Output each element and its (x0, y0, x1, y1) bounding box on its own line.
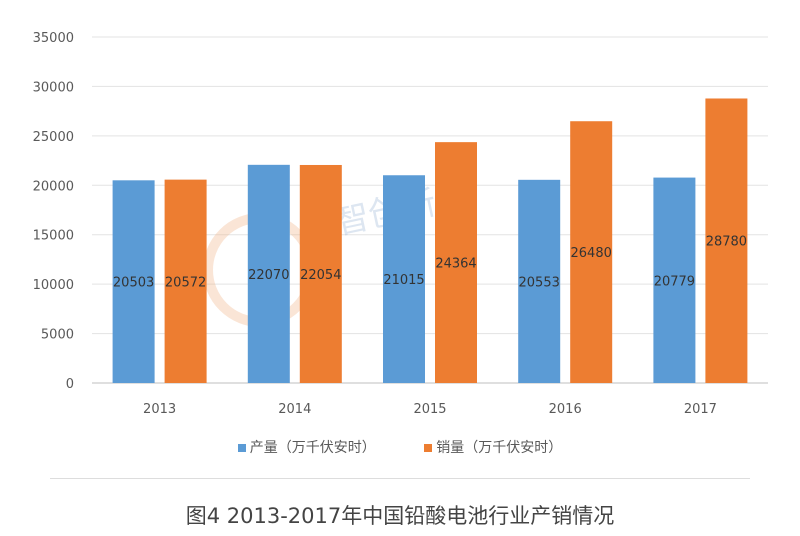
legend-swatch-production (237, 444, 246, 452)
y-tick-label: 35000 (33, 31, 74, 46)
y-tick-label: 25000 (33, 130, 74, 145)
x-tick-label: 2016 (549, 402, 582, 417)
legend-label-production: 产量（万千伏安时） (249, 440, 376, 456)
figure-caption: 图4 2013-2017年中国铅酸电池行业产销情况 (185, 504, 615, 528)
y-tick-label: 0 (66, 377, 74, 392)
bar-production-2013 (112, 180, 155, 383)
legend-item-sales: 销量（万千伏安时） (424, 440, 562, 456)
legend-label-sales: 销量（万千伏安时） (436, 440, 563, 456)
data-label: 20553 (519, 275, 560, 290)
y-tick-label: 10000 (33, 278, 74, 293)
bar-production-2017 (653, 177, 696, 383)
bar-production-2016 (518, 179, 561, 383)
x-tick-label: 2013 (143, 402, 176, 417)
data-label: 22070 (248, 268, 289, 283)
data-label: 20503 (113, 276, 154, 291)
bar-production-2014 (247, 164, 290, 383)
legend-item-production: 产量（万千伏安时） (237, 440, 376, 456)
bar-sales-2017 (705, 98, 748, 384)
divider (50, 478, 750, 479)
data-label: 22054 (300, 268, 341, 283)
bar-sales-2013 (164, 179, 207, 383)
bar-sales-2014 (299, 164, 342, 383)
x-tick-label: 2017 (684, 402, 717, 417)
bar-chart: 05000100001500020000250003000035000金智创新2… (33, 31, 768, 417)
y-tick-label: 20000 (33, 179, 74, 194)
bar-production-2015 (383, 175, 425, 383)
x-tick-label: 2014 (278, 402, 311, 417)
y-tick-label: 5000 (41, 328, 74, 343)
y-tick-label: 15000 (33, 229, 74, 244)
data-label: 21015 (383, 273, 424, 288)
y-tick-label: 30000 (33, 80, 74, 95)
data-label: 24364 (435, 257, 476, 272)
bar-sales-2015 (435, 142, 477, 383)
data-label: 26480 (571, 246, 612, 261)
data-label: 20779 (654, 274, 695, 289)
legend-swatch-sales (424, 444, 433, 452)
x-tick-label: 2015 (413, 402, 446, 417)
data-label: 28780 (706, 235, 747, 250)
bar-sales-2016 (570, 121, 613, 383)
data-label: 20572 (165, 275, 206, 290)
legend: 产量（万千伏安时） 销量（万千伏安时） (0, 437, 800, 457)
